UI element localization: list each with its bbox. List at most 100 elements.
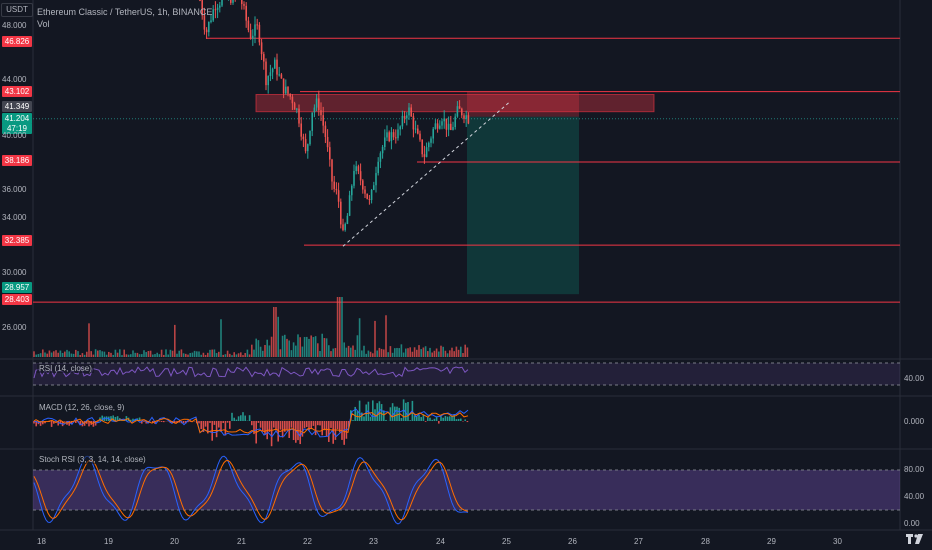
volume-bar (207, 352, 209, 357)
macd-histogram-bar (457, 418, 460, 421)
macd-histogram-bar (466, 421, 469, 423)
level-label: 28.403 (2, 294, 32, 305)
macd-histogram-bar (86, 421, 88, 424)
candle-body (406, 115, 408, 119)
candle-body (458, 106, 461, 109)
candle-body (362, 180, 364, 190)
volume-bar (383, 349, 385, 357)
candle-body (278, 74, 280, 76)
volume-bar (405, 348, 407, 357)
macd-histogram-bar (385, 419, 387, 421)
candle-body (267, 76, 269, 86)
candle-body (307, 144, 309, 152)
volume-bar (323, 338, 326, 357)
volume-bar (169, 349, 172, 357)
macd-histogram-bar (400, 418, 403, 421)
macd-histogram-bar (75, 421, 77, 423)
macd-histogram-bar (363, 416, 365, 421)
macd-histogram-bar (444, 415, 447, 421)
macd-histogram-bar (237, 416, 240, 421)
candle-body (368, 198, 371, 200)
candle-body (203, 15, 206, 30)
volume-bar (92, 354, 95, 357)
macd-histogram-bar (242, 412, 244, 421)
macd-histogram-bar (231, 412, 233, 421)
volume-bar (110, 352, 112, 357)
volume-bar (163, 354, 165, 357)
macd-histogram-bar (464, 419, 466, 421)
macd-histogram-bar (213, 421, 216, 425)
candle-body (370, 189, 373, 200)
volume-bar (295, 345, 297, 357)
volume-bar (427, 351, 429, 357)
volume-bar (152, 354, 154, 357)
volume-bar (391, 352, 394, 357)
macd-histogram-bar (35, 421, 37, 427)
volume-bar (240, 352, 242, 357)
stoch-title[interactable]: Stoch RSI (3, 3, 14, 14, close) (37, 455, 148, 464)
volume-bar (68, 351, 70, 357)
volume-bar (220, 319, 222, 357)
macd-histogram-bar (308, 421, 310, 431)
candle-body (430, 138, 432, 143)
volume-bar (50, 352, 53, 357)
macd-histogram-bar (361, 412, 363, 421)
volume-bar (57, 352, 59, 357)
macd-histogram-bar (130, 419, 132, 421)
volume-bar (237, 353, 240, 357)
candle-body (265, 61, 267, 86)
macd-histogram-bar (92, 421, 95, 427)
volume-bar (290, 350, 293, 357)
macd-histogram-bar (281, 421, 284, 438)
volume-bar (204, 354, 207, 357)
volume-bar (297, 334, 299, 357)
macd-histogram-bar (277, 421, 279, 442)
candle-body (454, 116, 456, 128)
volume-bar (185, 353, 187, 357)
volume-bar (189, 353, 191, 357)
macd-histogram-bar (391, 403, 394, 421)
candle-body (441, 121, 443, 126)
volume-bar (64, 351, 66, 357)
price-tick: 34.000 (2, 213, 27, 222)
volume-bar (200, 354, 202, 357)
volume-bar (440, 345, 442, 357)
volume-bar (336, 297, 339, 357)
macd-title[interactable]: MACD (12, 26, close, 9) (37, 403, 127, 412)
macd-histogram-bar (284, 421, 286, 432)
volume-bar (156, 352, 158, 357)
volume-bar (94, 349, 97, 357)
volume-bar (248, 354, 251, 357)
volume-bar (424, 346, 427, 357)
candle-body (414, 128, 417, 130)
candle-body (302, 136, 305, 140)
candle-body (326, 136, 329, 148)
volume-bar (345, 347, 348, 357)
symbol-title[interactable]: Ethereum Classic / TetherUS, 1h, BINANCE (37, 7, 213, 17)
volume-bar (134, 352, 136, 357)
volume-bar (334, 348, 337, 357)
tradingview-logo-icon[interactable] (906, 533, 924, 545)
time-tick: 20 (170, 537, 179, 546)
price-tick: 36.000 (2, 185, 27, 194)
macd-histogram-bar (440, 416, 442, 421)
macd-histogram-bar (449, 416, 451, 421)
volume-bar (99, 350, 101, 357)
macd-histogram-bar (396, 406, 398, 421)
macd-histogram-bar (182, 421, 185, 424)
macd-histogram-bar (152, 421, 154, 423)
volume-bar (174, 324, 176, 357)
candle-body (285, 86, 287, 94)
candle-body (269, 72, 272, 77)
volume-bar (286, 338, 288, 357)
macd-histogram-bar (53, 421, 55, 424)
stoch-d-line (33, 459, 469, 521)
macd-histogram-bar (438, 421, 440, 424)
macd-histogram-bar (323, 421, 326, 431)
rsi-title[interactable]: RSI (14, close) (37, 364, 94, 373)
candle-body (300, 123, 302, 137)
volume-bar (466, 347, 469, 357)
candle-body (331, 159, 333, 182)
volume-bar (158, 354, 161, 357)
